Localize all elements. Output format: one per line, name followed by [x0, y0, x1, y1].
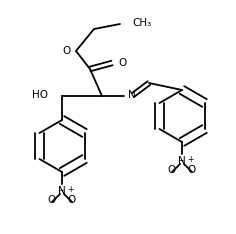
Text: O: O — [188, 165, 196, 175]
Text: −: − — [177, 156, 183, 165]
Text: N: N — [128, 90, 136, 100]
Text: N: N — [178, 156, 186, 166]
Text: N: N — [58, 186, 66, 196]
Text: CH₃: CH₃ — [132, 18, 151, 28]
Text: O: O — [168, 165, 176, 175]
Text: +: + — [67, 184, 73, 194]
Text: O: O — [68, 195, 76, 205]
Text: +: + — [187, 154, 193, 164]
Text: O: O — [48, 195, 56, 205]
Text: −: − — [57, 186, 63, 195]
Text: O: O — [118, 58, 126, 68]
Text: O: O — [63, 46, 71, 56]
Text: HO: HO — [32, 90, 48, 100]
